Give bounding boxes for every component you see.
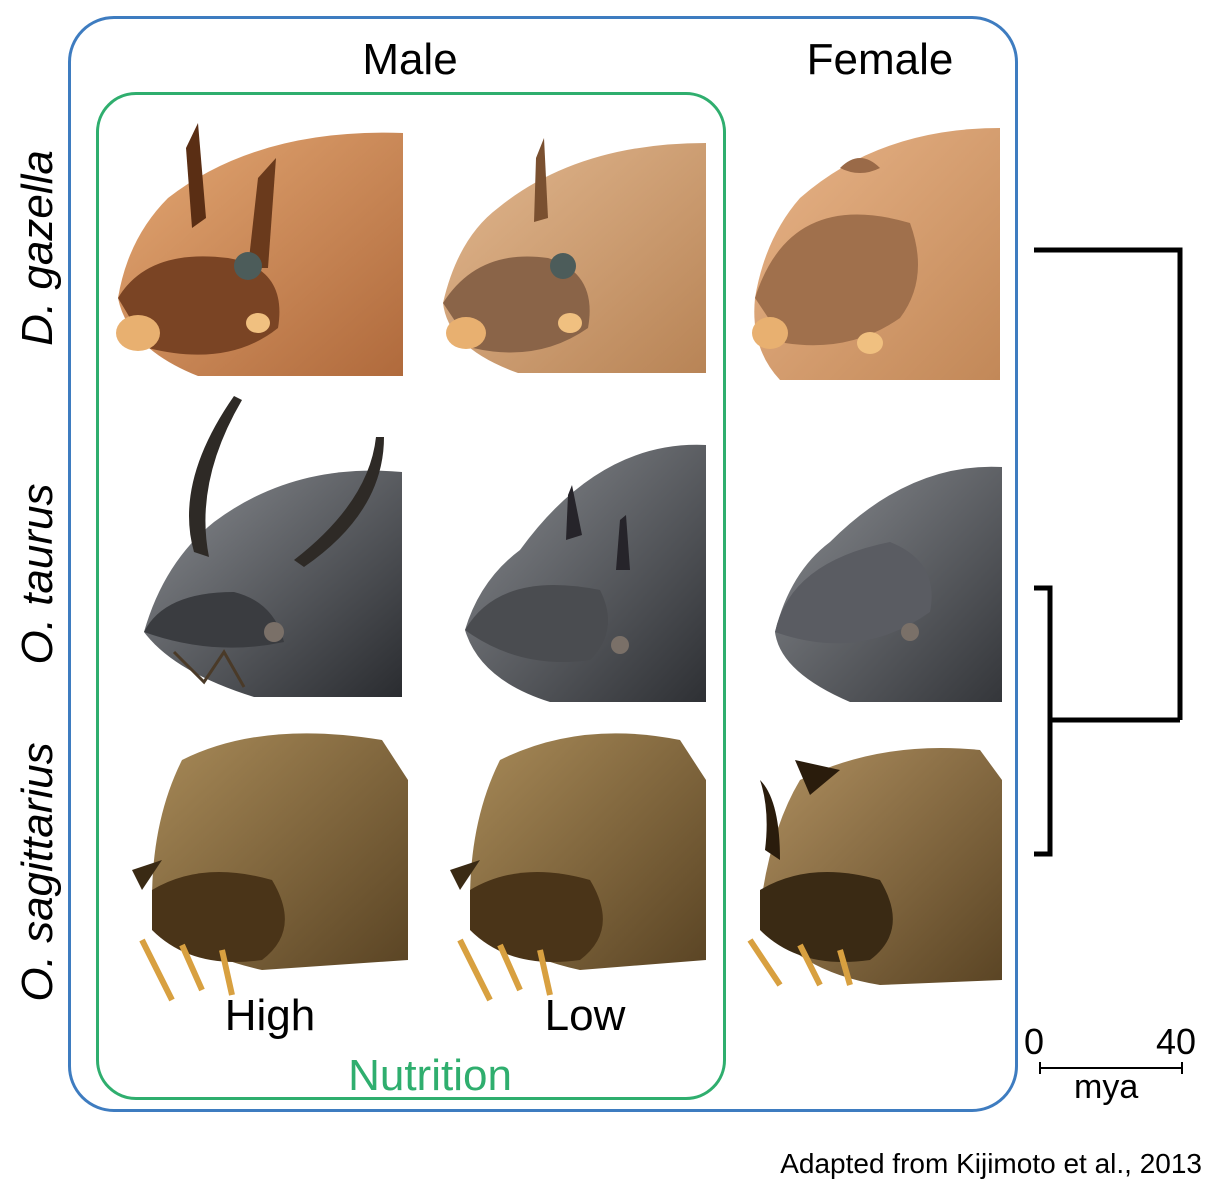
phylogenetic-tree	[1034, 247, 1183, 857]
beetle-head-photo-icon	[450, 733, 706, 1002]
nutrition-title: Nutrition	[348, 1051, 512, 1100]
specimen-o-sagittarius-male-high	[112, 720, 408, 1002]
specimen-o-sagittarius-female	[740, 740, 1002, 990]
source-caption: Adapted from Kijimoto et al., 2013	[780, 1148, 1202, 1179]
beetle-head-photo-icon	[752, 128, 1000, 380]
scale-bar	[1039, 1062, 1183, 1074]
beetle-head-photo-icon	[465, 444, 706, 702]
specimen-d-gazella-male-high	[108, 118, 403, 376]
scale-unit-label: mya	[1074, 1068, 1139, 1106]
tree-branch-o-taurus	[1034, 585, 1053, 857]
specimen-o-taurus-male-high	[134, 392, 402, 697]
column-header-male: Male	[362, 35, 458, 84]
row-label-d-gazella: D. gazella	[13, 150, 62, 346]
scale-start-label: 0	[1024, 1021, 1045, 1062]
specimen-o-taurus-female	[770, 462, 1002, 702]
beetle-head-photo-icon	[775, 466, 1002, 702]
scale-end-label: 40	[1156, 1021, 1197, 1062]
beetle-head-photo-icon	[443, 138, 706, 373]
beetle-head-photo-icon	[116, 123, 403, 376]
column-header-female: Female	[806, 35, 954, 84]
nutrition-low-label: Low	[544, 991, 626, 1040]
specimen-d-gazella-male-low	[428, 138, 706, 373]
row-label-o-taurus: O. taurus	[13, 483, 62, 665]
row-label-o-sagittarius: O. sagittarius	[13, 742, 62, 1002]
beetle-head-photo-icon	[132, 733, 408, 1002]
specimen-o-sagittarius-male-low	[440, 720, 706, 1002]
beetle-head-photo-icon	[747, 748, 1002, 987]
nutrition-high-label: High	[224, 991, 316, 1040]
nutrition-panel-border	[96, 92, 726, 1100]
tree-branch-d-gazella	[1034, 247, 1183, 720]
beetle-head-photo-icon	[144, 396, 402, 697]
specimen-d-gazella-female	[740, 128, 1000, 380]
species-panel-border	[68, 16, 1018, 1112]
specimen-o-taurus-male-low	[460, 440, 706, 702]
